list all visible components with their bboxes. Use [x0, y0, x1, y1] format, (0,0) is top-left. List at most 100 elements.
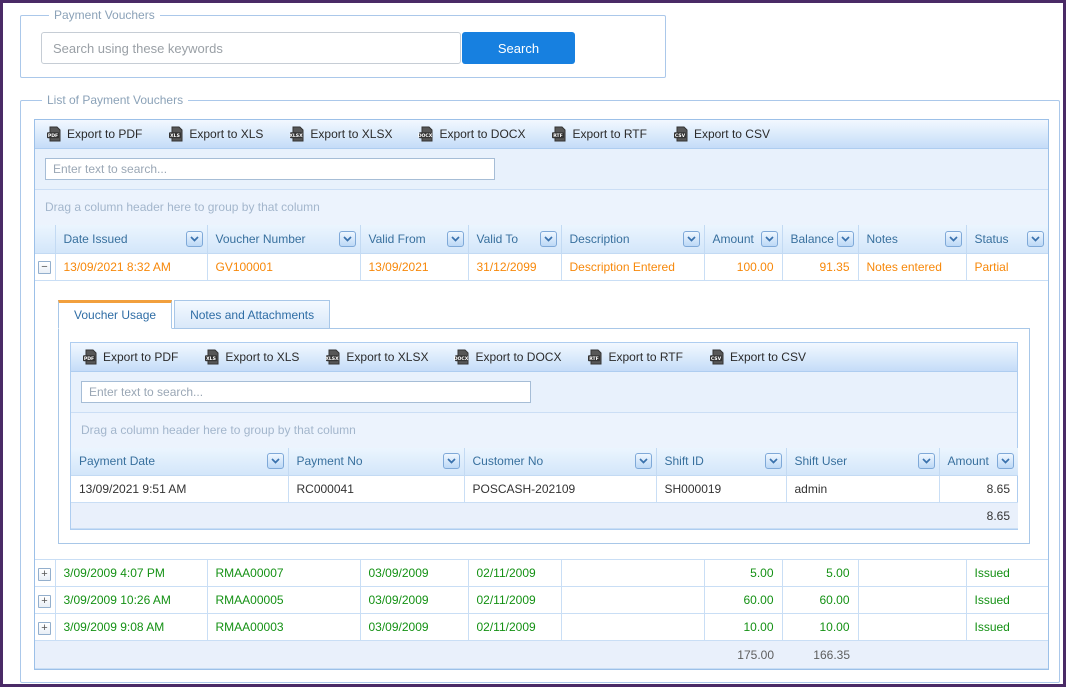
voucher-usage-table: Payment Date Payment No Customer No Shif… — [71, 448, 1018, 530]
group-by-panel[interactable]: Drag a column header here to group by th… — [35, 190, 1048, 225]
export-pdf-button[interactable]: PDF Export to PDF — [46, 126, 142, 142]
export-toolbar: PDF Export to PDF XLS Export to XLS XLSX… — [35, 120, 1048, 149]
export-docx-button[interactable]: DOCX Export to DOCX — [454, 349, 561, 365]
svg-text:DOCX: DOCX — [454, 355, 469, 361]
column-header-shift-id[interactable]: Shift ID — [656, 448, 786, 476]
export-csv-button[interactable]: CSV Export to CSV — [673, 126, 770, 142]
expand-row-button[interactable]: + — [38, 595, 51, 608]
column-header-date-issued[interactable]: Date Issued — [55, 225, 207, 253]
filter-icon[interactable] — [918, 453, 935, 469]
vouchers-grid: PDF Export to PDF XLS Export to XLS XLSX… — [34, 119, 1049, 670]
column-header-shift-user[interactable]: Shift User — [786, 448, 939, 476]
usage-summary-row: 8.65 — [71, 503, 1018, 529]
filter-icon[interactable] — [339, 231, 356, 247]
column-header-payment-date[interactable]: Payment Date — [71, 448, 288, 476]
export-xlsx-button[interactable]: XLSX Export to XLSX — [325, 349, 428, 365]
export-docx-icon: DOCX — [454, 349, 470, 365]
export-xlsx-icon: XLSX — [289, 126, 305, 142]
filter-icon[interactable] — [447, 231, 464, 247]
column-header-valid-from[interactable]: Valid From — [360, 225, 468, 253]
payment-vouchers-legend: Payment Vouchers — [49, 8, 160, 22]
svg-text:CSV: CSV — [675, 133, 686, 139]
column-header-amount[interactable]: Amount — [704, 225, 782, 253]
amount-total: 175.00 — [704, 641, 782, 669]
column-header-description[interactable]: Description — [561, 225, 704, 253]
filter-icon[interactable] — [761, 231, 778, 247]
collapse-row-button[interactable]: − — [38, 261, 51, 274]
column-header-status[interactable]: Status — [966, 225, 1048, 253]
list-of-payment-vouchers-panel: List of Payment Vouchers PDF Export to P… — [20, 93, 1060, 683]
export-pdf-icon: PDF — [82, 349, 98, 365]
export-xls-button[interactable]: XLS Export to XLS — [204, 349, 299, 365]
table-row[interactable]: + 3/09/2009 4:07 PM RMAA00007 03/09/2009… — [35, 560, 1048, 587]
filter-icon[interactable] — [945, 231, 962, 247]
summary-row: 175.00 166.35 — [35, 641, 1048, 669]
export-xls-button[interactable]: XLS Export to XLS — [168, 126, 263, 142]
column-header-valid-to[interactable]: Valid To — [468, 225, 561, 253]
filter-icon[interactable] — [267, 453, 284, 469]
payment-vouchers-panel: Payment Vouchers Search — [20, 8, 666, 78]
balance-total: 166.35 — [782, 641, 858, 669]
table-row[interactable]: 13/09/2021 9:51 AM RC000041 POSCASH-2021… — [71, 476, 1018, 503]
voucher-usage-grid: PDF Export to PDF XLS Export to XLS XLSX — [70, 342, 1018, 531]
grid-search-row — [35, 149, 1048, 190]
usage-amount-total: 8.65 — [939, 503, 1018, 529]
table-row[interactable]: − 13/09/2021 8:32 AM GV100001 13/09/2021… — [35, 253, 1048, 280]
filter-icon[interactable] — [837, 231, 854, 247]
export-csv-button[interactable]: CSV Export to CSV — [709, 349, 806, 365]
tab-voucher-usage[interactable]: Voucher Usage — [58, 300, 172, 329]
column-header-payment-no[interactable]: Payment No — [288, 448, 464, 476]
export-docx-icon: DOCX — [418, 126, 434, 142]
svg-text:DOCX: DOCX — [418, 133, 433, 139]
detail-tabs: Voucher Usage Notes and Attachments — [58, 300, 1030, 328]
svg-text:CSV: CSV — [711, 355, 722, 361]
export-pdf-icon: PDF — [46, 126, 62, 142]
export-xls-icon: XLS — [204, 349, 220, 365]
header-row: Date Issued Voucher Number Valid From Va… — [35, 225, 1048, 253]
export-xlsx-icon: XLSX — [325, 349, 341, 365]
tab-notes-and-attachments[interactable]: Notes and Attachments — [174, 300, 330, 329]
filter-icon[interactable] — [540, 231, 557, 247]
column-header-voucher-number[interactable]: Voucher Number — [207, 225, 360, 253]
table-row[interactable]: + 3/09/2009 10:26 AM RMAA00005 03/09/200… — [35, 587, 1048, 614]
search-button[interactable]: Search — [462, 32, 575, 64]
usage-header-row: Payment Date Payment No Customer No Shif… — [71, 448, 1018, 476]
filter-icon[interactable] — [765, 453, 782, 469]
filter-icon[interactable] — [635, 453, 652, 469]
column-header-customer-no[interactable]: Customer No — [464, 448, 656, 476]
export-xls-icon: XLS — [168, 126, 184, 142]
voucher-usage-tab-page: PDF Export to PDF XLS Export to XLS XLSX — [58, 328, 1030, 545]
filter-icon[interactable] — [683, 231, 700, 247]
filter-icon[interactable] — [997, 453, 1014, 469]
vouchers-table: Date Issued Voucher Number Valid From Va… — [35, 225, 1048, 669]
column-header-notes[interactable]: Notes — [858, 225, 966, 253]
filter-icon[interactable] — [186, 231, 203, 247]
expand-row-button[interactable]: + — [38, 568, 51, 581]
export-rtf-icon: RTF — [587, 349, 603, 365]
export-rtf-button[interactable]: RTF Export to RTF — [551, 126, 646, 142]
keyword-search-input[interactable] — [41, 32, 461, 64]
export-rtf-button[interactable]: RTF Export to RTF — [587, 349, 682, 365]
svg-text:XLS: XLS — [170, 133, 180, 139]
export-pdf-button[interactable]: PDF Export to PDF — [82, 349, 178, 365]
export-xlsx-button[interactable]: XLSX Export to XLSX — [289, 126, 392, 142]
grid-search-input[interactable] — [45, 158, 495, 180]
filter-icon[interactable] — [1027, 231, 1044, 247]
svg-text:XLSX: XLSX — [326, 355, 340, 361]
svg-text:RTF: RTF — [590, 355, 600, 361]
expand-column-header — [35, 225, 55, 253]
export-docx-button[interactable]: DOCX Export to DOCX — [418, 126, 525, 142]
svg-text:XLSX: XLSX — [290, 133, 304, 139]
expand-row-button[interactable]: + — [38, 622, 51, 635]
list-legend: List of Payment Vouchers — [42, 93, 188, 107]
usage-search-input[interactable] — [81, 381, 531, 403]
svg-text:RTF: RTF — [554, 133, 564, 139]
column-header-usage-amount[interactable]: Amount — [939, 448, 1018, 476]
svg-text:XLS: XLS — [206, 355, 216, 361]
column-header-balance[interactable]: Balance — [782, 225, 858, 253]
table-row[interactable]: + 3/09/2009 9:08 AM RMAA00003 03/09/2009… — [35, 614, 1048, 641]
usage-group-by-panel[interactable]: Drag a column header here to group by th… — [71, 413, 1017, 448]
export-csv-icon: CSV — [673, 126, 689, 142]
filter-icon[interactable] — [443, 453, 460, 469]
usage-search-row — [71, 372, 1017, 413]
